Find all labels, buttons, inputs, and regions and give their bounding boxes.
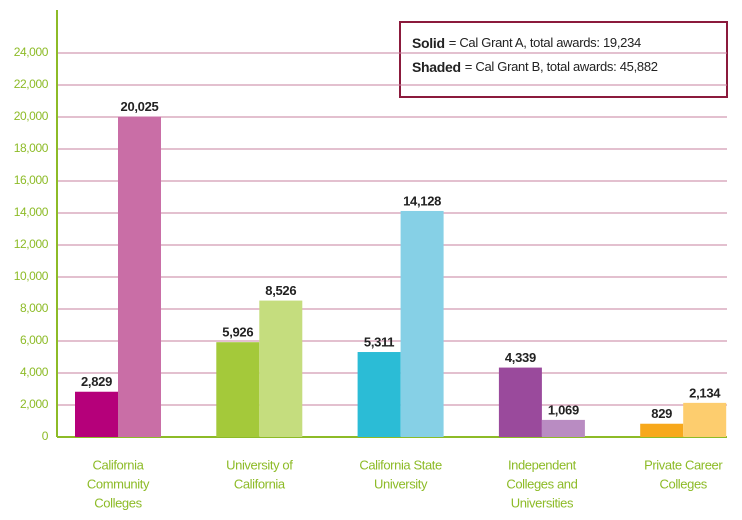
legend-entry: Solid = Cal Grant A, total awards: 19,234 xyxy=(412,35,641,51)
value-label: 14,128 xyxy=(403,193,441,208)
value-label: 2,829 xyxy=(81,374,112,389)
x-tick-label: California xyxy=(234,476,286,491)
bar xyxy=(640,423,684,437)
y-tick-label: 20,000 xyxy=(14,109,49,123)
bar xyxy=(118,116,161,437)
x-tick-label: Private Career xyxy=(644,457,723,472)
bar xyxy=(75,391,118,437)
value-label: 2,134 xyxy=(689,385,721,400)
x-tick-label: Independent xyxy=(508,457,577,472)
y-tick-label: 24,000 xyxy=(14,45,49,59)
bar xyxy=(498,367,542,437)
x-tick-label: California State xyxy=(359,457,442,472)
y-tick-label: 6,000 xyxy=(20,333,49,347)
value-label: 5,926 xyxy=(222,325,253,340)
value-label: 829 xyxy=(651,406,672,421)
x-tick-label: Colleges and xyxy=(506,476,577,491)
legend-entry: Shaded = Cal Grant B, total awards: 45,88… xyxy=(412,59,658,75)
x-tick-label: Colleges xyxy=(660,476,708,491)
y-tick-label: 16,000 xyxy=(14,173,49,187)
y-tick-label: 10,000 xyxy=(14,269,49,283)
value-label: 5,311 xyxy=(364,334,394,349)
y-tick-label: 4,000 xyxy=(20,365,49,379)
bar xyxy=(683,402,727,437)
x-tick-label: Universities xyxy=(511,495,574,510)
x-tick-label: Colleges xyxy=(94,495,142,510)
y-tick-label: 12,000 xyxy=(14,237,49,251)
y-tick-label: 2,000 xyxy=(20,397,49,411)
value-label: 8,526 xyxy=(265,283,296,298)
bar xyxy=(216,342,260,437)
legend-label: = Cal Grant A, total awards: 19,234 xyxy=(449,35,641,50)
value-label: 1,069 xyxy=(548,402,579,417)
legend-key: Shaded xyxy=(412,59,461,75)
legend-label: = Cal Grant B, total awards: 45,882 xyxy=(465,59,658,74)
x-tick-label: California xyxy=(93,457,145,472)
bar xyxy=(541,419,585,437)
x-tick-label: University of xyxy=(226,457,293,472)
x-tick-label: University xyxy=(374,476,428,491)
bar xyxy=(357,352,401,437)
legend-key: Solid xyxy=(412,35,445,51)
y-tick-label: 22,000 xyxy=(14,77,49,91)
x-tick-label: Community xyxy=(87,476,150,491)
bar xyxy=(400,210,444,437)
value-label: 20,025 xyxy=(121,99,159,114)
y-tick-label: 0 xyxy=(42,429,49,443)
bar xyxy=(259,300,303,437)
y-tick-label: 14,000 xyxy=(14,205,49,219)
y-tick-label: 8,000 xyxy=(20,301,49,315)
y-tick-label: 18,000 xyxy=(14,141,49,155)
value-label: 4,339 xyxy=(505,350,536,365)
